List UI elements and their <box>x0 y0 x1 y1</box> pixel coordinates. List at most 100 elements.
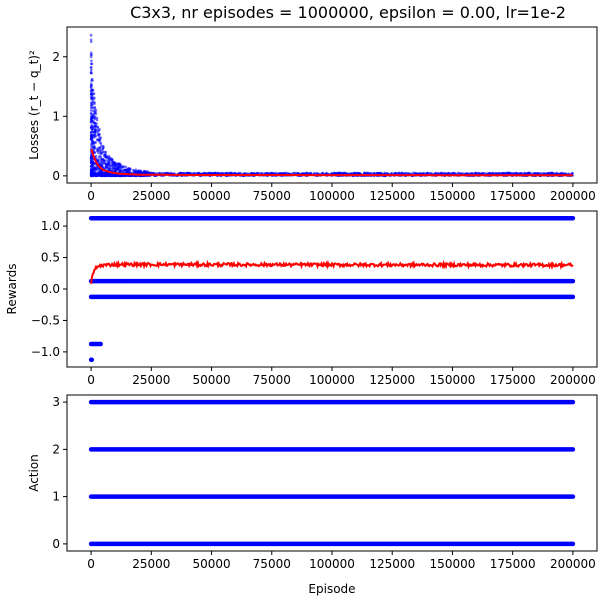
loss-point <box>89 38 93 42</box>
loss-point <box>124 168 128 172</box>
x-tick-label: 175000 <box>490 373 536 387</box>
loss-point <box>91 167 94 171</box>
loss-point <box>98 127 101 131</box>
loss-point <box>89 109 93 112</box>
loss-point <box>99 151 102 154</box>
loss-point <box>214 171 217 175</box>
loss-point <box>108 167 111 171</box>
y-tick-label: 3 <box>52 395 60 409</box>
loss-point <box>90 135 93 138</box>
loss-point <box>501 171 505 175</box>
loss-point <box>92 161 95 165</box>
loss-point <box>99 161 103 164</box>
axes-frame <box>66 26 598 184</box>
loss-point <box>95 118 99 122</box>
loss-point <box>89 53 93 56</box>
loss-point <box>91 163 94 167</box>
y-tick-label: 1.0 <box>41 219 60 233</box>
plot-area <box>89 33 575 178</box>
loss-point <box>89 65 93 69</box>
loss-point <box>95 138 99 141</box>
loss-point <box>98 138 102 142</box>
loss-point <box>101 150 105 153</box>
loss-point <box>93 105 96 109</box>
loss-point <box>250 172 253 175</box>
y-tick-label: 2 <box>52 50 60 64</box>
loss-point <box>89 33 93 37</box>
loss-point <box>89 112 93 116</box>
loss-point <box>549 171 552 175</box>
x-tick-label: 50000 <box>192 373 230 387</box>
loss-point <box>270 171 274 175</box>
moving-average-line <box>90 148 573 177</box>
loss-point <box>90 88 94 91</box>
loss-point <box>95 116 99 120</box>
loss-point <box>99 158 102 162</box>
x-tick-label: 0 <box>87 557 95 571</box>
y-axis-label: Action <box>27 454 41 492</box>
y-tick-label: −0.5 <box>31 313 60 327</box>
loss-point <box>92 136 95 139</box>
loss-point <box>93 102 96 106</box>
x-tick-label: 200000 <box>550 557 596 571</box>
loss-point <box>97 149 100 152</box>
loss-point <box>93 132 97 135</box>
panel-1: 0 25000 50000 75000 100000 125000 150000 175000… <box>27 26 598 203</box>
loss-point <box>496 172 500 175</box>
loss-point <box>101 157 105 161</box>
loss-point <box>321 171 325 175</box>
loss-point <box>89 93 93 96</box>
y-axis-label: Losses (r_t − q_t)² <box>27 50 41 160</box>
x-tick-label: 125000 <box>369 189 415 203</box>
loss-point <box>109 168 113 171</box>
loss-point <box>89 55 93 59</box>
y-tick-label: 1 <box>52 109 60 123</box>
moving-average-line <box>90 259 574 285</box>
x-tick-label: 75000 <box>253 373 291 387</box>
loss-point <box>93 166 97 170</box>
y-axis-label: Rewards <box>5 264 19 315</box>
loss-point <box>94 169 97 172</box>
loss-point <box>97 156 101 159</box>
loss-point <box>91 130 94 134</box>
loss-point <box>97 134 100 137</box>
x-tick-label: 50000 <box>192 189 230 203</box>
loss-point <box>102 153 106 157</box>
loss-point <box>112 160 115 164</box>
loss-point <box>99 136 103 139</box>
loss-point <box>98 173 102 176</box>
plot-area <box>88 215 576 363</box>
loss-point <box>101 162 104 166</box>
loss-point <box>440 172 444 175</box>
loss-point <box>116 167 119 170</box>
loss-point <box>95 122 98 126</box>
x-tick-label: 25000 <box>132 557 170 571</box>
loss-point <box>121 165 125 169</box>
loss-point <box>124 165 128 169</box>
x-tick-label: 0 <box>87 189 95 203</box>
loss-point <box>352 172 356 175</box>
loss-point <box>92 92 96 96</box>
x-tick-label: 50000 <box>192 557 230 571</box>
loss-point <box>90 62 94 66</box>
loss-point <box>89 120 93 124</box>
y-tick-label: −1.0 <box>31 345 60 359</box>
loss-point <box>97 151 100 155</box>
x-tick-label: 25000 <box>132 373 170 387</box>
loss-point <box>103 174 106 177</box>
loss-point <box>90 169 93 173</box>
loss-point <box>459 172 463 175</box>
loss-point <box>114 165 117 168</box>
loss-point <box>139 169 142 173</box>
x-tick-label: 25000 <box>132 189 170 203</box>
loss-point <box>258 172 262 175</box>
x-tick-label: 100000 <box>309 557 355 571</box>
loss-point <box>93 125 97 128</box>
x-tick-label: 0 <box>87 373 95 387</box>
loss-point <box>118 166 122 169</box>
loss-point <box>98 146 101 150</box>
x-tick-label: 175000 <box>490 189 536 203</box>
loss-point <box>142 169 146 173</box>
loss-point <box>104 171 107 175</box>
y-tick-label: 1 <box>52 490 60 504</box>
